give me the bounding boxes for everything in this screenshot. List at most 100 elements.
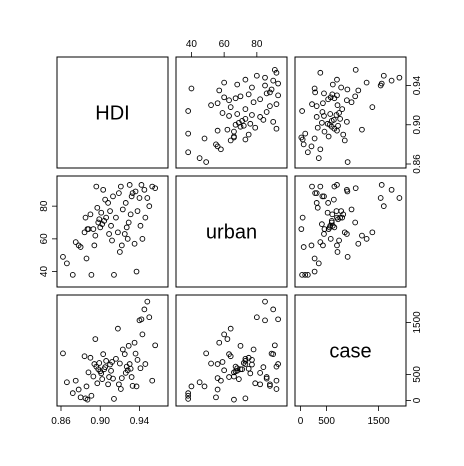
point-urban-vs-case-44 [327,236,334,242]
point-urban-vs-case-35 [369,229,376,236]
point-HDI-vs-urban-2 [185,149,192,156]
point-case-vs-HDI-19 [96,360,103,366]
tick-label-top-urban-2: 80 [251,39,263,50]
point-case-vs-HDI-13 [90,373,97,380]
point-case-vs-urban-2 [185,390,192,397]
point-urban-vs-case-21 [324,209,331,216]
point-case-vs-HDI-38 [117,386,124,392]
point-HDI-vs-urban-6 [227,137,234,144]
point-HDI-vs-case-30 [327,111,334,117]
point-case-vs-HDI-9 [84,396,91,403]
point-urban-vs-HDI-13 [90,226,97,232]
point-HDI-vs-case-40 [348,99,355,106]
point-case-vs-HDI-15 [92,336,99,342]
point-urban-vs-case-41 [344,231,350,237]
point-HDI-vs-case-32 [319,109,326,115]
point-urban-vs-HDI-36 [116,190,122,196]
point-urban-vs-case-8 [311,255,318,262]
point-HDI-vs-case-25 [331,117,337,123]
point-urban-vs-HDI-42 [122,200,129,206]
point-HDI-vs-urban-48 [263,90,270,97]
point-HDI-vs-urban-42 [257,96,263,103]
point-case-vs-HDI-39 [118,375,125,381]
point-HDI-vs-case-12 [302,130,309,137]
point-urban-vs-case-33 [299,271,305,278]
point-HDI-vs-urban-1 [196,155,203,161]
point-urban-vs-case-26 [337,214,343,221]
tick-label-right-HDI-1: 0.90 [412,115,423,135]
point-urban-vs-case-12 [302,271,309,278]
point-urban-vs-case-51 [344,188,351,195]
point-HDI-vs-urban-34 [242,106,249,112]
point-urban-vs-case-25 [331,196,337,203]
point-case-vs-urban-21 [247,370,254,377]
point-HDI-vs-case-55 [329,81,336,88]
point-case-vs-urban-59 [242,361,249,367]
point-HDI-vs-case-8 [311,135,318,142]
tick-label-top-urban-0: 40 [186,39,198,50]
point-case-vs-HDI-25 [102,364,108,371]
point-urban-vs-HDI-1 [64,260,70,267]
point-HDI-vs-urban-59 [242,76,249,83]
point-case-vs-urban-60 [262,298,268,305]
point-case-vs-urban-0 [203,350,210,357]
tick-label-bottom-HDI-0: 0.86 [51,416,71,427]
point-HDI-vs-urban-14 [214,127,221,134]
point-HDI-vs-urban-56 [275,80,281,87]
point-urban-vs-case-2 [304,271,311,278]
point-HDI-vs-urban-31 [219,110,226,116]
point-HDI-vs-case-61 [380,72,387,79]
point-case-vs-urban-4 [214,386,221,393]
point-HDI-vs-urban-40 [250,99,257,106]
point-urban-vs-HDI-5 [77,244,84,250]
point-urban-vs-HDI-38 [117,183,124,190]
point-case-vs-HDI-22 [99,376,106,382]
point-case-vs-HDI-59 [142,361,149,367]
point-urban-vs-HDI-3 [72,239,79,245]
point-urban-vs-HDI-57 [139,236,146,242]
point-HDI-vs-urban-21 [247,120,254,127]
point-HDI-vs-case-19 [335,122,341,129]
point-HDI-vs-case-9 [298,134,305,141]
point-HDI-vs-urban-27 [257,114,263,120]
point-urban-vs-case-59 [334,214,340,221]
point-case-vs-HDI-56 [138,316,145,323]
point-HDI-vs-case-22 [319,119,325,126]
point-HDI-vs-urban-38 [273,101,280,108]
point-HDI-vs-case-26 [337,116,343,122]
point-case-vs-urban-39 [214,375,221,381]
point-case-vs-urban-22 [236,376,242,382]
point-case-vs-HDI-37 [117,360,123,367]
point-HDI-vs-urban-46 [275,92,281,99]
point-HDI-vs-case-21 [324,120,331,127]
point-urban-vs-HDI-30 [108,222,114,229]
point-case-vs-urban-35 [227,325,234,332]
point-case-vs-urban-40 [250,346,257,353]
tick-label-bottom-HDI-1: 0.90 [91,416,111,427]
point-HDI-vs-urban-35 [227,104,234,110]
point-urban-vs-case-47 [329,211,336,218]
point-urban-vs-case-27 [313,200,320,206]
point-urban-vs-HDI-14 [91,242,98,249]
point-case-vs-HDI-26 [103,358,109,364]
tick-label-right-case-2: 1500 [412,311,423,334]
point-case-vs-HDI-47 [127,365,134,372]
point-HDI-vs-case-53 [338,84,344,91]
point-HDI-vs-case-27 [313,114,320,120]
point-HDI-vs-case-6 [341,137,348,144]
tick-label-left-urban-1: 60 [39,233,50,245]
point-case-vs-urban-54 [262,317,268,324]
point-urban-vs-HDI-19 [96,216,103,223]
tick-label-right-HDI-0: 0.86 [412,154,423,174]
point-urban-vs-HDI-46 [126,182,133,188]
point-HDI-vs-case-10 [325,133,332,140]
panel-frame-HDI-case [294,56,407,169]
point-urban-vs-case-37 [334,249,341,255]
point-HDI-vs-urban-33 [185,108,192,114]
panel-frame-case-case [294,294,407,407]
point-urban-vs-HDI-21 [98,209,105,216]
point-urban-vs-HDI-27 [105,200,111,206]
point-HDI-vs-urban-60 [262,74,268,81]
point-case-vs-HDI-57 [139,331,146,338]
point-HDI-vs-urban-52 [188,85,195,92]
